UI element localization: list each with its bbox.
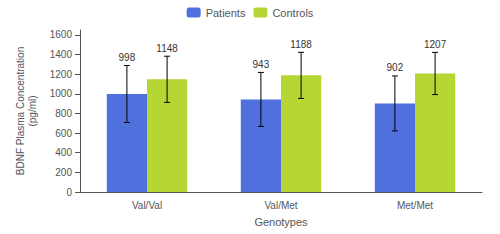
svg-text:400: 400 <box>55 147 72 158</box>
svg-text:1400: 1400 <box>50 49 73 60</box>
svg-text:1148: 1148 <box>156 43 178 54</box>
svg-text:Genotypes: Genotypes <box>254 216 308 228</box>
svg-text:600: 600 <box>55 128 72 139</box>
svg-text:Controls: Controls <box>272 7 313 19</box>
svg-text:1000: 1000 <box>50 88 73 99</box>
svg-text:Met/Met: Met/Met <box>397 200 433 211</box>
svg-text:0: 0 <box>66 187 72 198</box>
svg-text:1207: 1207 <box>424 39 447 50</box>
svg-text:200: 200 <box>55 167 72 178</box>
svg-text:998: 998 <box>119 52 136 63</box>
svg-text:800: 800 <box>55 108 72 119</box>
svg-text:Val/Met: Val/Met <box>264 200 297 211</box>
svg-text:BDNF Plasma Concentration: BDNF Plasma Concentration <box>15 47 26 175</box>
svg-text:1188: 1188 <box>290 39 312 50</box>
svg-text:943: 943 <box>253 59 270 70</box>
svg-text:Val/Val: Val/Val <box>132 200 162 211</box>
svg-text:1200: 1200 <box>50 69 73 80</box>
svg-text:(pg/ml): (pg/ml) <box>27 95 38 126</box>
svg-text:902: 902 <box>387 62 404 73</box>
svg-text:1600: 1600 <box>50 29 73 40</box>
svg-text:Patients: Patients <box>206 7 246 19</box>
